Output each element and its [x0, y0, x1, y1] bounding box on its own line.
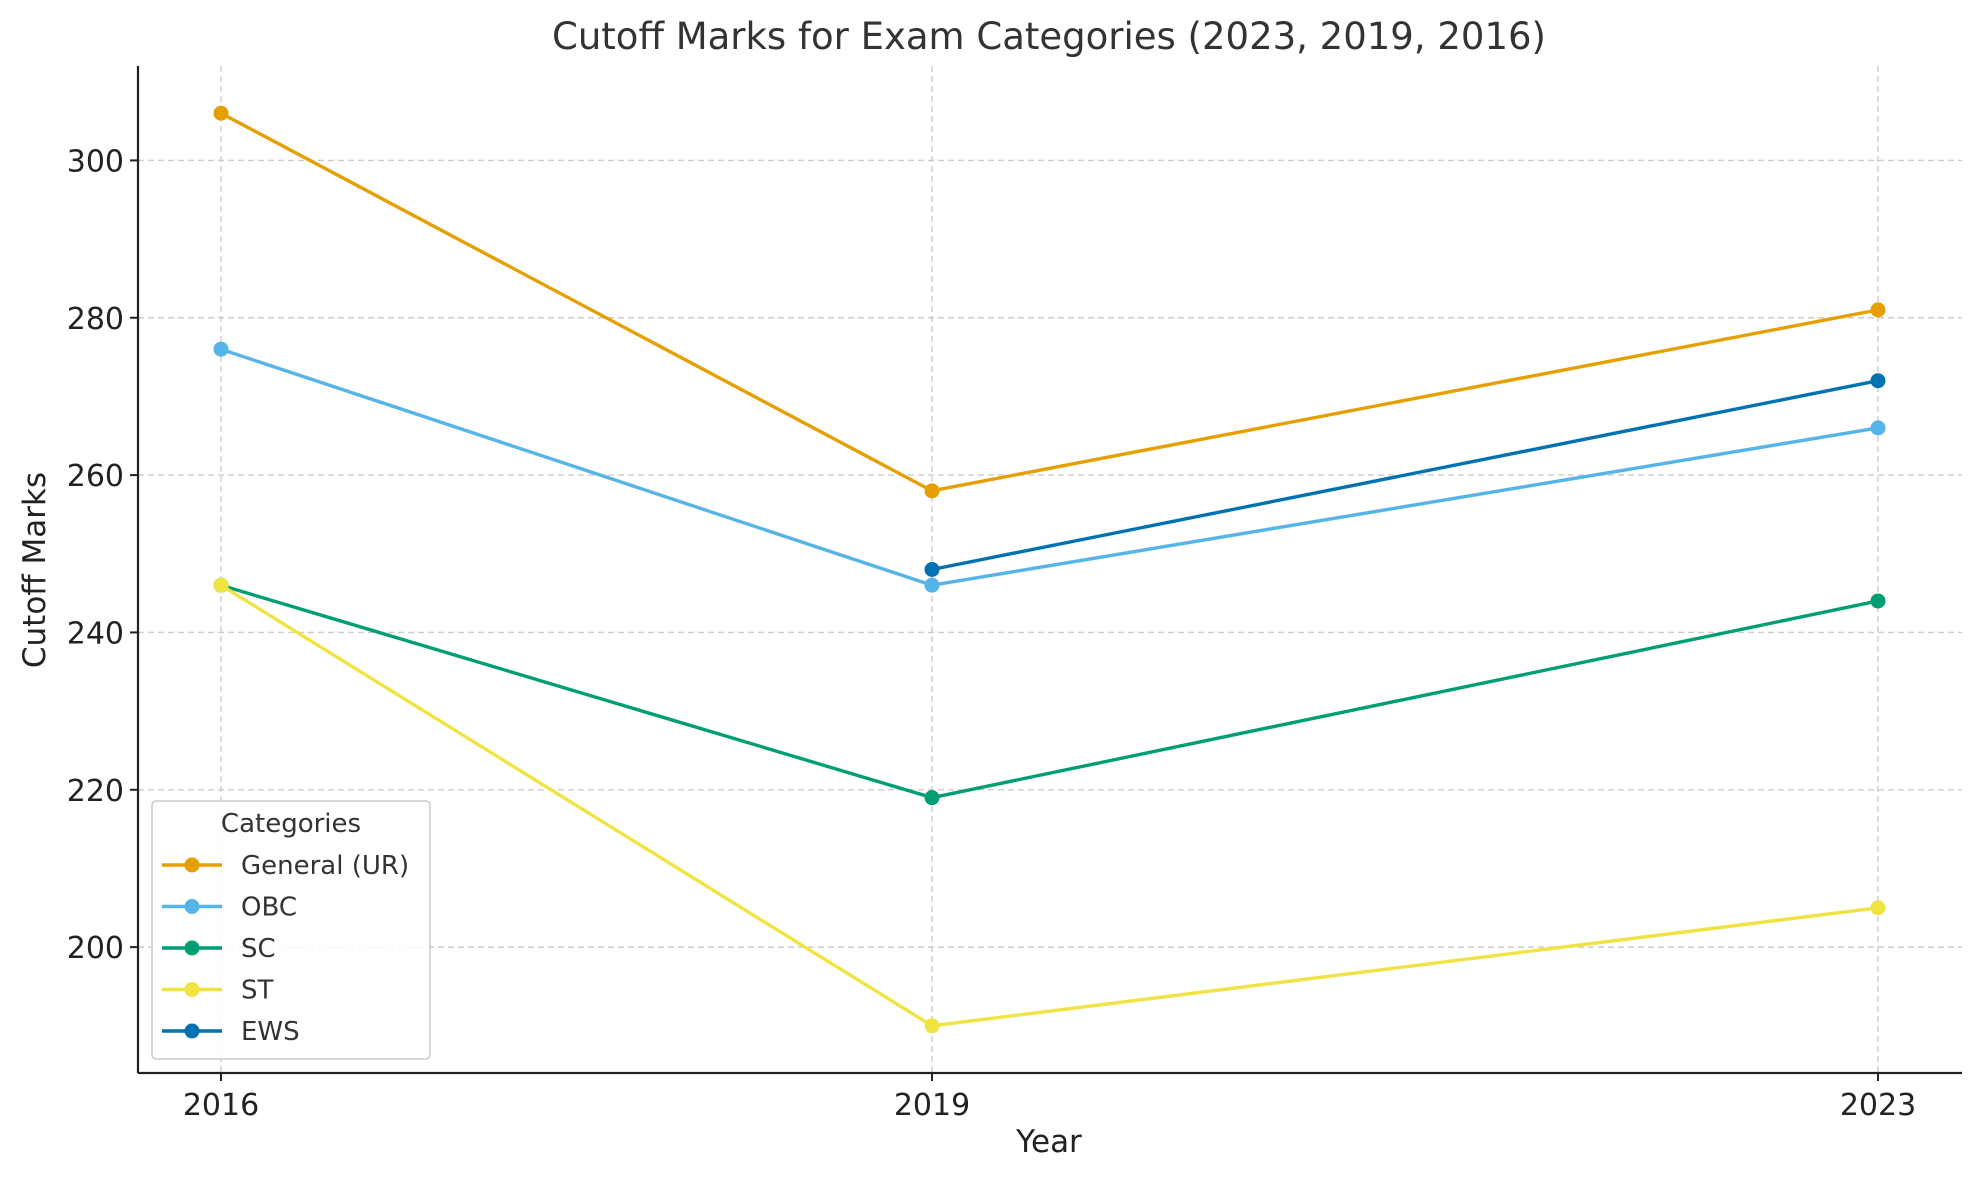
y-tick-label: 240 [67, 616, 124, 651]
series-obc [213, 341, 1886, 593]
data-point-st [924, 1018, 940, 1034]
legend-label: ST [241, 976, 274, 1006]
series-line-sc [220, 583, 1879, 800]
grid-layer [138, 66, 1962, 1073]
legend-item-st: ST [162, 976, 274, 1006]
legend-item-obc: OBC [162, 893, 297, 923]
series-ews [924, 373, 1886, 577]
legend-items: General (UR) OBC SC ST EWS [162, 851, 409, 1047]
y-tick-label: 280 [67, 302, 124, 337]
legend-label: SC [241, 934, 276, 964]
data-point-general-ur [1870, 302, 1886, 318]
legend-swatch-marker [184, 899, 200, 914]
data-point-sc [924, 790, 940, 806]
y-axis-label: Cutoff Marks [17, 472, 53, 668]
legend-label: OBC [241, 893, 297, 923]
x-tick-label: 2019 [894, 1088, 970, 1123]
x-axis-label: Year [1015, 1124, 1082, 1160]
data-point-st [1870, 900, 1886, 916]
series-sc [213, 577, 1886, 806]
legend-swatch-marker [184, 1023, 200, 1039]
x-tick-label: 2016 [183, 1088, 259, 1123]
legend-swatch-marker [184, 940, 200, 956]
legend-label: General (UR) [241, 851, 409, 881]
chart-title: Cutoff Marks for Exam Categories (2023, … [552, 15, 1546, 58]
data-point-general-ur [213, 105, 229, 121]
legend-swatch-marker [184, 857, 200, 873]
data-point-st [213, 577, 229, 593]
data-point-general-ur [924, 483, 940, 499]
data-point-obc [1870, 420, 1886, 436]
y-tick-label: 300 [67, 144, 124, 179]
data-point-ews [1870, 373, 1886, 389]
legend: Categories General (UR) OBC SC ST EWS [151, 800, 431, 1060]
data-point-obc [924, 577, 940, 593]
y-tick-label: 260 [67, 459, 124, 494]
series-layer [213, 105, 1886, 1034]
legend-label: EWS [241, 1017, 300, 1047]
series-general-ur [213, 105, 1886, 499]
y-tick-label: 220 [67, 774, 124, 809]
data-point-ews [924, 562, 940, 577]
x-tick-label: 2023 [1840, 1088, 1916, 1123]
legend-item-general-ur: General (UR) [162, 851, 409, 881]
data-point-obc [213, 341, 229, 357]
legend-item-ews: EWS [162, 1017, 300, 1047]
legend-swatch-marker [184, 982, 200, 997]
series-st [213, 577, 1886, 1034]
y-tick-label: 200 [67, 931, 124, 966]
series-line-general-ur [220, 111, 1879, 493]
data-point-sc [1870, 593, 1886, 609]
legend-item-sc: SC [162, 934, 276, 964]
series-line-ews [931, 379, 1879, 572]
ticks-layer: 2016 2019 2023 200 220 240 260 280 300 [67, 144, 1916, 1123]
axes-layer [136, 66, 1962, 1075]
legend-title: Categories [221, 809, 361, 839]
